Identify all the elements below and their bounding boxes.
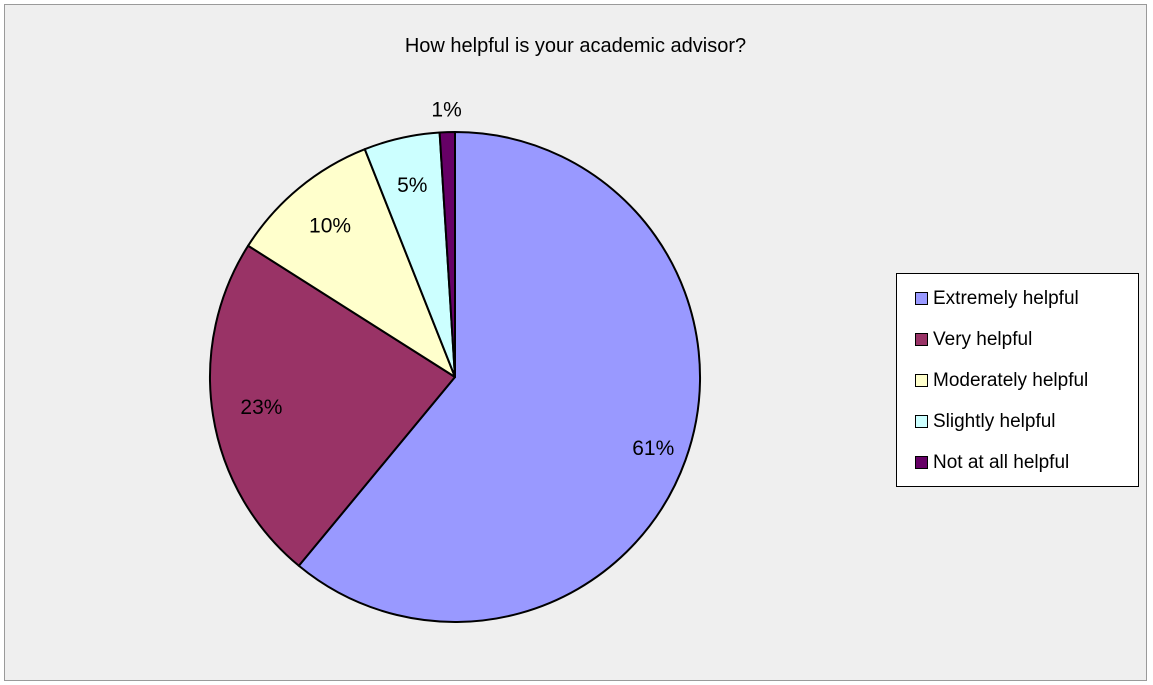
legend-swatch (915, 456, 928, 469)
legend-item-slightly-helpful: Slightly helpful (897, 401, 1138, 442)
legend-item-very-helpful: Very helpful (897, 319, 1138, 360)
pie-chart: 61% 23% 10% 5% 1% (209, 99, 701, 623)
chart-area: How helpful is your academic advisor? 61… (4, 4, 1147, 681)
legend-item-extremely-helpful: Extremely helpful (897, 278, 1138, 319)
legend-label: Extremely helpful (933, 287, 1079, 309)
legend-label: Very helpful (933, 328, 1033, 350)
pie-slice-extremely-helpful (297, 131, 701, 623)
legend-swatch (915, 415, 928, 428)
pie-slice-moderately-helpful (247, 148, 456, 378)
legend-swatch (915, 333, 928, 346)
chart-title: How helpful is your academic advisor? (404, 35, 747, 57)
legend-label: Slightly helpful (933, 410, 1056, 432)
legend-item-not-at-all-helpful: Not at all helpful (897, 442, 1138, 483)
slice-label-not-at-all-helpful: 1% (431, 99, 461, 122)
slice-label-moderately-helpful: 10% (309, 214, 351, 237)
legend-label: Moderately helpful (933, 369, 1089, 391)
legend: Extremely helpful Very helpful Moderatel… (896, 273, 1139, 487)
slice-label-very-helpful: 23% (240, 396, 282, 419)
pie-slice-very-helpful (209, 244, 456, 567)
legend-swatch (915, 292, 928, 305)
slice-label-slightly-helpful: 5% (397, 174, 427, 197)
legend-label: Not at all helpful (933, 451, 1070, 473)
slice-label-extremely-helpful: 61% (632, 437, 674, 460)
legend-item-moderately-helpful: Moderately helpful (897, 360, 1138, 401)
legend-swatch (915, 374, 928, 387)
pie-slice-not-at-all-helpful (438, 131, 456, 378)
